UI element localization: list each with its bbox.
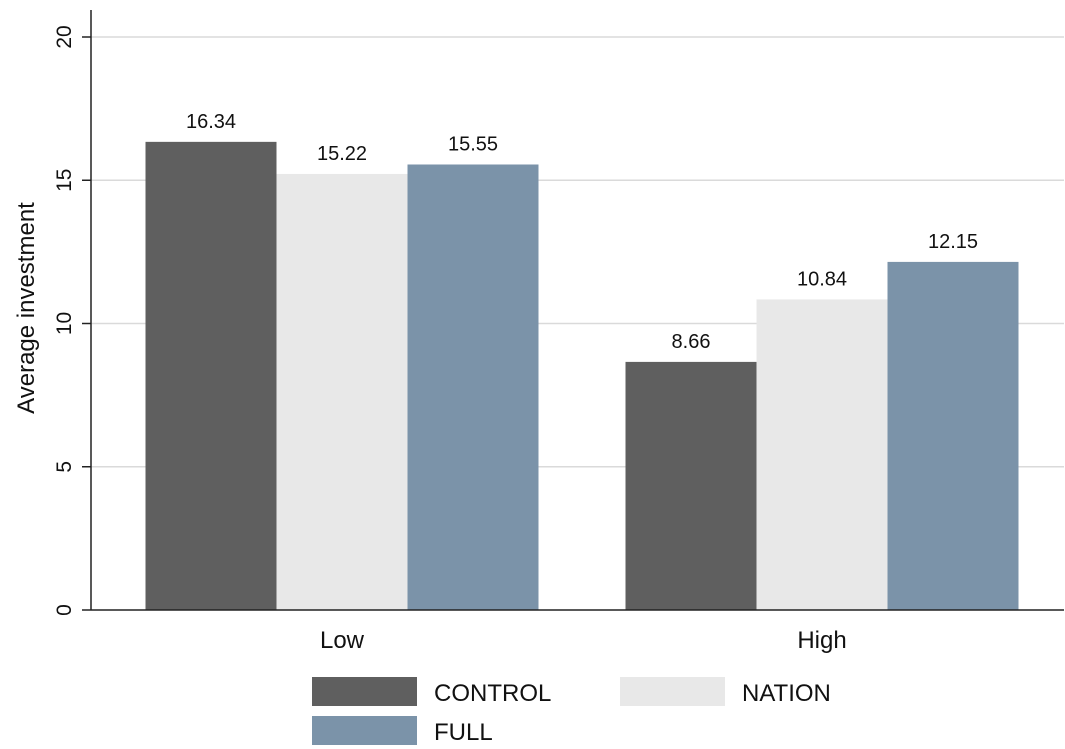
bar-nation-low xyxy=(276,173,408,610)
bar-nation-high xyxy=(756,299,888,610)
x-tick-label-low: Low xyxy=(320,627,365,654)
legend-label-full: FULL xyxy=(434,719,493,746)
x-tick-label-high: High xyxy=(797,627,846,654)
bar-full-low xyxy=(407,164,539,610)
y-tick-label: 20 xyxy=(53,25,76,48)
bar-full-high xyxy=(887,261,1019,610)
data-label: 12.15 xyxy=(928,231,978,253)
x-tick-labels: Low High xyxy=(320,627,847,654)
y-tick-label: 5 xyxy=(53,461,76,473)
axes xyxy=(90,10,1064,611)
data-label: 15.55 xyxy=(448,133,498,155)
y-tick-label: 10 xyxy=(53,312,76,335)
legend: CONTROL NATION FULL xyxy=(312,677,831,746)
legend-label-control: CONTROL xyxy=(434,680,551,707)
legend-swatch-full xyxy=(312,716,417,745)
legend-label-nation: NATION xyxy=(742,680,831,707)
y-ticks: 0 5 10 15 20 xyxy=(53,25,91,616)
data-labels: 16.34 15.22 15.55 8.66 10.84 12.15 xyxy=(186,111,978,353)
bars xyxy=(145,141,1019,610)
data-label: 10.84 xyxy=(797,268,847,290)
data-label: 15.22 xyxy=(317,143,367,165)
legend-swatch-nation xyxy=(620,677,725,706)
y-tick-label: 0 xyxy=(53,604,76,616)
y-tick-label: 15 xyxy=(53,169,76,192)
bar-control-high xyxy=(625,361,757,610)
legend-swatch-control xyxy=(312,677,417,706)
data-label: 16.34 xyxy=(186,111,236,133)
y-axis-title: Average investment xyxy=(13,202,40,414)
bar-control-low xyxy=(145,141,277,610)
data-label: 8.66 xyxy=(672,331,711,353)
